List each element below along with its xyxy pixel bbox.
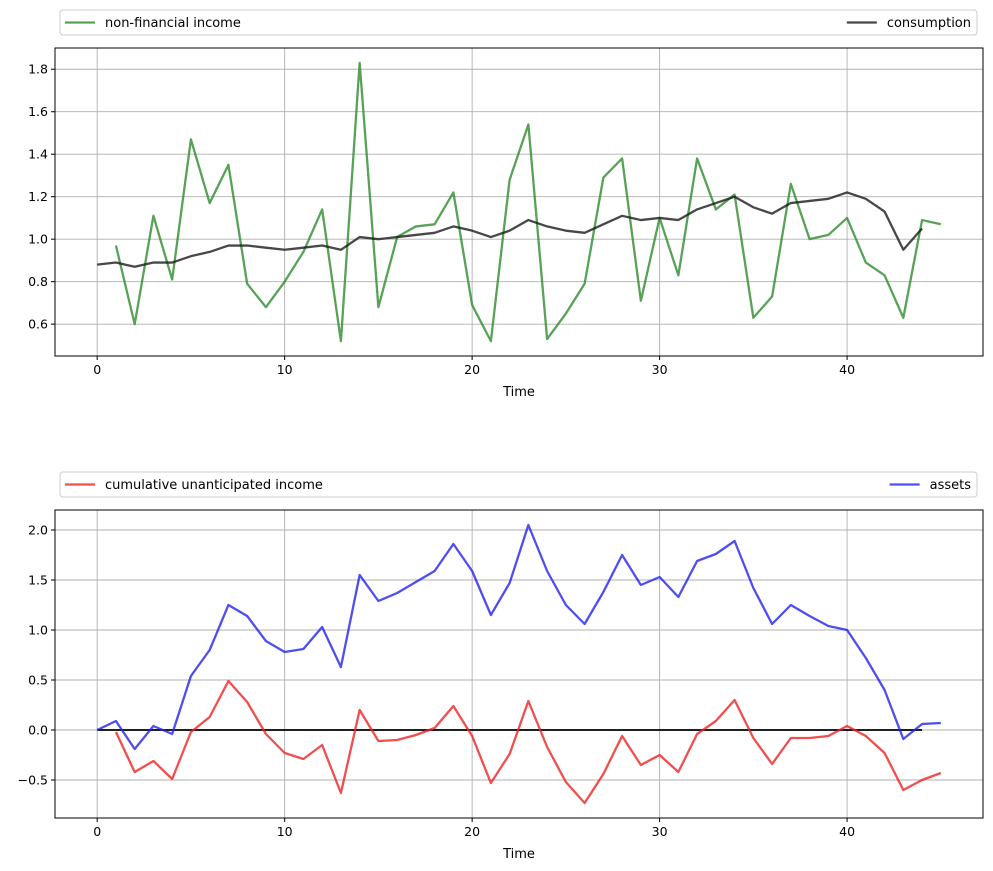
y-tick-label: 0.5 (28, 673, 48, 688)
y-tick-label: 1.8 (28, 62, 48, 77)
y-tick-label: 0.0 (28, 723, 48, 738)
y-tick-label: 1.0 (28, 232, 48, 247)
x-tick-label: 30 (652, 362, 668, 377)
series-line-non-financial-income (114, 61, 942, 343)
x-tick-label: 20 (464, 362, 480, 377)
y-tick-label: 1.6 (28, 104, 48, 119)
legend: non-financial income consumption (59, 9, 978, 36)
legend-label-cumulative-unanticipated-income: cumulative unanticipated income (105, 478, 323, 493)
legend: cumulative unanticipated income assets (59, 471, 978, 498)
y-tick-label: 1.4 (28, 147, 48, 162)
income-assets-chart: 0 10 20 30 40 −0.5 0.0 0.5 1.0 1.5 2.0 Time cumulati… (18, 471, 984, 862)
series-line-assets (96, 523, 941, 751)
x-axis-label: Time (502, 385, 535, 400)
y-tick-label: 1.2 (28, 189, 48, 204)
x-tick-label: 40 (839, 824, 855, 839)
y-tick-label: 1.0 (28, 623, 48, 638)
x-tick-label: 0 (93, 824, 101, 839)
plot-frame (54, 47, 984, 357)
legend-box (59, 9, 978, 36)
legend-label-assets: assets (930, 478, 972, 493)
series-line-consumption (97, 191, 923, 268)
income-consumption-chart: 0 10 20 30 40 0.6 0.8 1.0 1.2 1.4 1.6 1.8 Time non-fi… (28, 9, 984, 400)
x-tick-label: 30 (652, 824, 668, 839)
x-tick-label: 10 (277, 362, 293, 377)
x-tick-label: 20 (464, 824, 480, 839)
plot-frame (54, 509, 984, 819)
x-axis-label: Time (502, 847, 535, 862)
x-tick-label: 40 (839, 362, 855, 377)
y-tick-label: −0.5 (18, 773, 48, 788)
legend-label-non-financial-income: non-financial income (105, 16, 241, 31)
legend-box (59, 471, 978, 498)
legend-label-consumption: consumption (887, 16, 971, 31)
y-tick-label: 2.0 (28, 523, 48, 538)
y-tick-label: 0.6 (28, 317, 48, 332)
x-tick-label: 10 (277, 824, 293, 839)
y-tick-label: 1.5 (28, 573, 48, 588)
x-tick-label: 0 (93, 362, 101, 377)
y-tick-label: 0.8 (28, 274, 48, 289)
series-line-cumulative-unanticipated-income (114, 679, 942, 805)
